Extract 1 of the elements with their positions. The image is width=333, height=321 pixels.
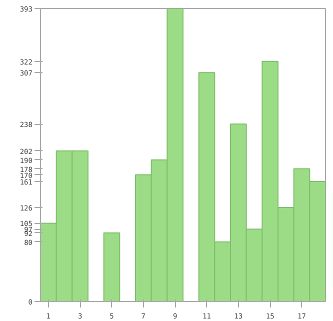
bar bbox=[103, 232, 120, 302]
